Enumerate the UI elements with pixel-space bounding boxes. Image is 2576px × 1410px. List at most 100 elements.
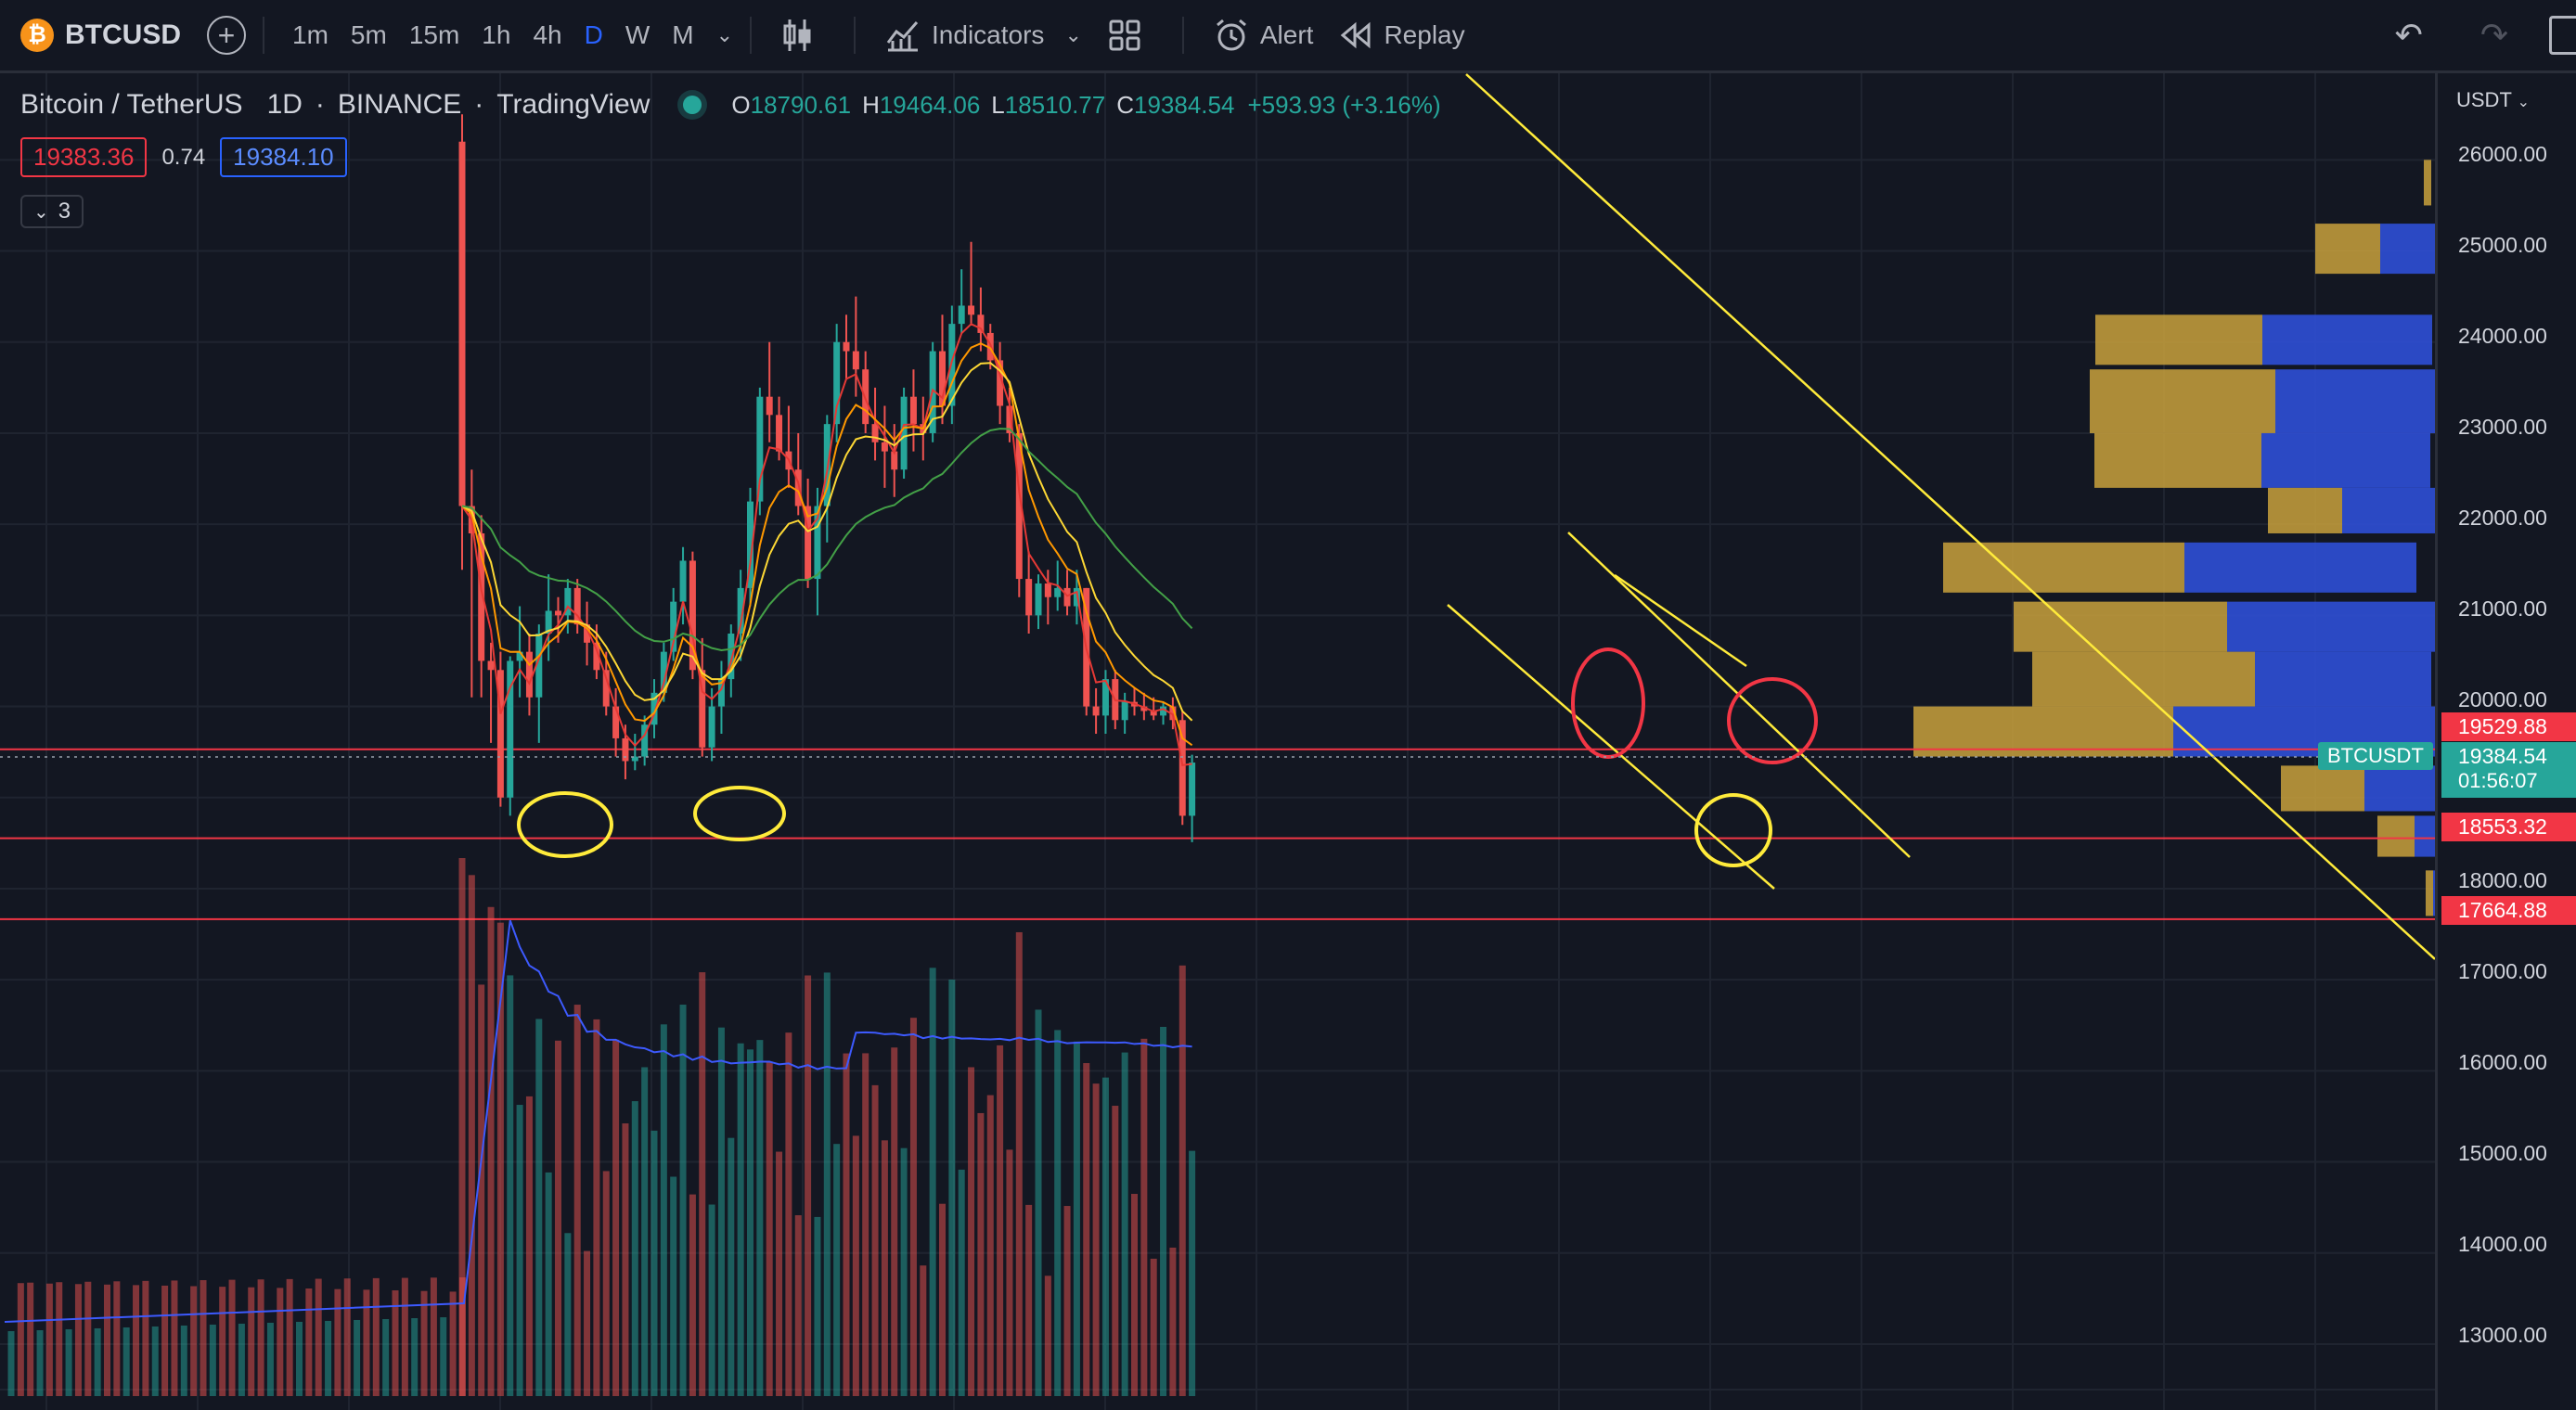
candle-body: [958, 305, 965, 325]
currency-selector[interactable]: USDT ⌄: [2456, 88, 2530, 112]
candle-body: [1101, 679, 1109, 716]
volume-bar: [689, 1194, 696, 1396]
layouts-button[interactable]: [1108, 19, 1153, 52]
symbol-search-button[interactable]: ₿ BTCUSD: [20, 19, 181, 52]
volume-bar: [1112, 1106, 1119, 1396]
symbol-price-tag: BTCUSDT: [2318, 742, 2433, 770]
alert-button[interactable]: Alert: [1214, 18, 1314, 53]
volume-profile-row: [2261, 432, 2430, 488]
volume-bar: [296, 1321, 303, 1396]
candle-body: [1006, 405, 1013, 433]
candle-body: [977, 314, 985, 333]
indicators-label: Indicators: [932, 20, 1045, 49]
volume-bar: [909, 1018, 917, 1396]
candle-body: [660, 651, 667, 693]
volume-bar: [7, 1331, 15, 1396]
volume-bar: [612, 1039, 620, 1396]
low-value: 18510.77: [1004, 90, 1106, 119]
volume-bar: [670, 1176, 677, 1396]
volume-bar: [1131, 1194, 1138, 1396]
volume-bar: [17, 1283, 24, 1396]
candle-body: [689, 560, 696, 671]
indicators-collapse-toggle[interactable]: ⌄ 3: [20, 195, 84, 228]
candle-body: [776, 415, 783, 452]
volume-bar: [209, 1324, 216, 1396]
timeframe-d[interactable]: D: [584, 20, 603, 49]
volume-bar: [334, 1288, 341, 1396]
candle-body: [1150, 711, 1157, 716]
candle-body: [852, 351, 859, 370]
volume-bar: [151, 1326, 159, 1396]
candle-body: [487, 660, 495, 671]
candle-body: [535, 634, 543, 698]
timeframe-m[interactable]: M: [672, 20, 694, 49]
volume-bar: [286, 1278, 293, 1396]
candle-body: [1092, 706, 1100, 716]
timeframe-1m[interactable]: 1m: [292, 20, 328, 49]
volume-bar: [756, 1040, 764, 1396]
timeframe-1h[interactable]: 1h: [482, 20, 511, 49]
price-tick: 18000.00: [2458, 868, 2547, 892]
indicators-chevron-icon[interactable]: ⌄: [1064, 23, 1082, 46]
buy-price-button[interactable]: 19384.10: [220, 137, 347, 177]
undo-arrow-icon[interactable]: ↶: [2394, 16, 2423, 54]
candle-body: [794, 469, 802, 506]
candle-body: [756, 396, 764, 502]
volume-bar: [728, 1137, 735, 1396]
volume-bar: [277, 1288, 284, 1396]
volume-bar: [708, 1204, 715, 1396]
replay-button[interactable]: Replay: [1339, 20, 1465, 50]
indicators-button[interactable]: Indicators ⌄: [885, 19, 1082, 52]
volume-bar: [56, 1282, 63, 1396]
redo-arrow-icon: ↷: [2479, 16, 2508, 54]
price-tick: 24000.00: [2458, 324, 2547, 348]
volume-bar: [449, 1291, 457, 1396]
channel-lower-line: [1447, 604, 1775, 890]
price-tick: 21000.00: [2458, 596, 2547, 621]
timeframe-w[interactable]: W: [625, 20, 650, 49]
pair-title[interactable]: Bitcoin / TetherUS: [20, 89, 243, 120]
interval-label: 1D: [266, 89, 303, 120]
volume-bar: [1015, 931, 1023, 1396]
timeframe-5m[interactable]: 5m: [350, 20, 387, 49]
candle-body: [900, 396, 908, 470]
volume-bar: [1101, 1077, 1109, 1396]
horizontal-levels: [0, 748, 2435, 920]
volume-bar: [458, 858, 466, 1396]
volume-bar: [94, 1327, 101, 1396]
volume-bar: [200, 1280, 207, 1396]
volume-bar: [1092, 1083, 1100, 1396]
candle-body: [1035, 583, 1042, 616]
volume-bar: [862, 1053, 869, 1396]
ema-slow-line: [461, 362, 1193, 722]
price-tick: 14000.00: [2458, 1232, 2547, 1256]
volume-bar: [266, 1322, 274, 1396]
price-axis[interactable]: USDT ⌄ 26000.00 25000.00 24000.00 23000.…: [2435, 73, 2576, 1410]
volume-bar: [104, 1284, 110, 1396]
fullscreen-icon[interactable]: [2549, 16, 2576, 55]
ohlc-open: O18790.61: [731, 91, 851, 120]
red-circle-annotation: [1571, 647, 1645, 759]
compare-symbol-plus-icon[interactable]: +: [207, 16, 246, 55]
volume-profile-row: [2342, 487, 2435, 533]
timeframe-15m[interactable]: 15m: [408, 20, 460, 49]
volume-profile-row: [2377, 815, 2415, 857]
alert-label: Alert: [1259, 20, 1314, 49]
sell-price-button[interactable]: 19383.36: [20, 137, 148, 177]
volume-bar: [660, 1024, 667, 1396]
volume-profile-row: [2426, 870, 2433, 916]
candle-body: [948, 324, 956, 406]
indicators-chart-icon: [886, 21, 919, 52]
volume-profile-row: [2014, 601, 2227, 652]
volume-bar: [794, 1215, 802, 1396]
price-tick: 23000.00: [2458, 415, 2547, 439]
volume-bar: [1035, 1009, 1042, 1396]
chart-type-button[interactable]: [781, 18, 824, 53]
volume-bar: [1025, 1204, 1033, 1396]
volume-bar: [305, 1288, 313, 1396]
timeframe-4h[interactable]: 4h: [533, 20, 562, 49]
volume-bar: [478, 984, 485, 1396]
price-chart[interactable]: [0, 73, 2435, 1410]
timeframe-more-chevron-icon[interactable]: ⌄: [715, 23, 734, 46]
volume-bar: [900, 1147, 908, 1396]
